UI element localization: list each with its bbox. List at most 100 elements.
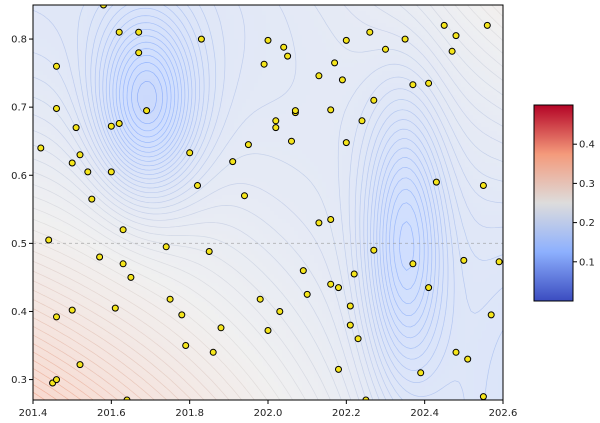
scatter-point [362,396,370,400]
scatter-point [382,45,389,53]
scatter-point [209,348,217,356]
scatter-point [425,284,433,292]
scatter-point [346,321,354,329]
x-axis: 201.4 201.6 201.8 202.0 202.2 202.4 202.… [19,400,518,419]
scatter-point [366,28,374,36]
scatter-point [217,324,225,332]
colorbar-tick-label: 0.3 [579,179,595,190]
y-axis: 0.3 0.4 0.5 0.6 0.7 0.8 [11,35,33,386]
scatter-point [284,52,292,60]
scatter-point [409,260,417,268]
scatter-point [53,62,60,70]
contour-line [112,35,429,316]
scatter-point [335,365,342,373]
scatter-point [479,393,487,400]
scatter-point [53,313,60,321]
contour-line [105,22,436,339]
scatter-point [111,304,119,312]
scatter-point [272,117,280,125]
contour-line [33,384,58,400]
y-tick-2: 0.5 [11,239,33,250]
scatter-point [194,182,201,189]
contour-line [33,5,503,400]
scatter-point [315,72,323,80]
contour-lines [33,5,503,400]
scatter-point [143,107,151,115]
scatter-point [244,141,252,149]
contour-line [33,5,503,400]
contour-line [33,299,180,400]
scatter-point [479,182,487,189]
y-tick-1: 0.4 [11,307,33,318]
scatter-point [107,168,115,176]
plot-area [32,4,504,401]
contour-line [119,48,421,291]
scatter-point [264,36,272,44]
x-tick-0: 201.4 [19,400,47,419]
contour-line [33,260,230,400]
scatter-point [299,267,307,275]
scatter-point [272,124,280,132]
scatter-point [452,32,460,40]
scatter-point [409,81,417,89]
colorbar: 0.1 0.2 0.3 0.4 [533,104,595,302]
scatter-point [76,361,84,369]
x-tick-2: 201.8 [175,400,204,419]
scatter-point [256,295,264,303]
scatter-point [487,311,495,319]
x-tick-label: 202.6 [489,408,518,419]
colorbar-tick-label: 0.1 [579,257,595,268]
scatter-point [346,302,354,310]
scatter-point [162,243,170,251]
contour-line [77,5,503,400]
scatter-point [107,122,115,130]
scatter-point [327,216,335,223]
x-tick-label: 202.4 [410,408,439,419]
contour-line [102,15,440,349]
contour-line [33,5,503,400]
scatter-point [178,311,186,319]
x-tick-label: 201.8 [175,408,204,419]
contour-line [33,5,503,400]
scatter-point [350,270,358,278]
scatter-point [115,120,123,127]
colorbar-tick-0: 0.1 [573,257,595,268]
y-tick-label: 0.8 [11,35,27,46]
contour-line [109,28,433,328]
y-tick-label: 0.3 [11,375,27,386]
scatter-point [119,260,127,268]
scatter-point [448,47,456,55]
scatter-point [342,36,350,44]
scatter-point [72,124,80,132]
scatter-point [241,192,248,200]
scatter-point [331,59,339,67]
scatter-point [260,60,268,68]
scatter-point [182,342,190,349]
scatter-point [358,117,366,125]
scatter-point [68,306,76,314]
scatter-point [495,258,503,266]
scatter-point [229,158,237,166]
y-tick-label: 0.6 [11,171,27,182]
scatter-point [460,256,468,264]
contour-line [90,5,503,400]
contour-line [33,5,503,400]
scatter-point [53,376,60,384]
contour-line [33,351,106,400]
scatter-point [401,35,409,43]
y-tick-label: 0.4 [11,307,27,318]
scatter-point [88,195,96,203]
scatter-point [135,49,143,57]
scatter-point [327,280,335,288]
scatter-point [119,226,127,234]
scatter-point [327,106,335,114]
contour-line [122,54,415,271]
scatter-point [276,308,284,315]
scatter-point [197,35,205,43]
scatter-point [335,284,342,292]
scatter-point [370,246,378,254]
scatter-point [440,21,448,29]
contour-line [33,5,503,400]
contour-line [85,5,503,400]
x-tick-label: 201.6 [97,408,126,419]
